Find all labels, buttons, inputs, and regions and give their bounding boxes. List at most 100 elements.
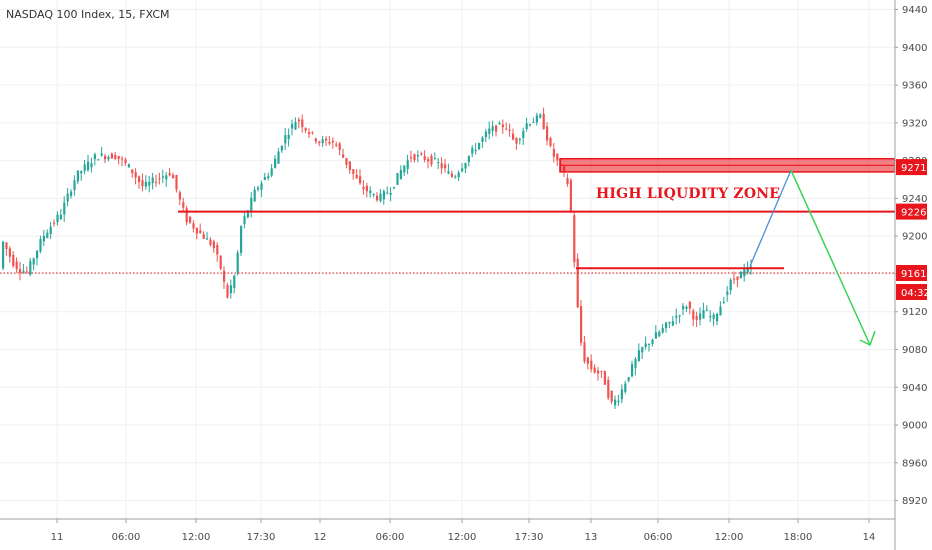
candle-body <box>372 193 375 195</box>
candle-body <box>437 162 440 164</box>
price-tick-label: 9200 <box>902 232 927 243</box>
candle-body <box>104 155 107 160</box>
candle-body <box>631 364 634 377</box>
price-tick-label: 9040 <box>902 383 927 394</box>
candle-body <box>233 275 236 289</box>
candle-body <box>355 174 358 179</box>
candle-body <box>236 252 239 273</box>
candle-body <box>403 165 406 173</box>
candle-body <box>5 242 8 250</box>
candle-body <box>192 223 195 229</box>
candle-body <box>36 250 39 259</box>
candle-body <box>325 138 328 141</box>
candle-body <box>488 128 491 134</box>
candle-body <box>209 239 212 245</box>
price-tick-label: 9400 <box>902 43 927 54</box>
candle-body <box>515 138 518 144</box>
candle-body <box>576 258 579 308</box>
candle-body <box>250 197 253 211</box>
candle-body <box>165 175 168 180</box>
candle-body <box>15 261 18 270</box>
candle-body <box>331 140 334 143</box>
candle-body <box>593 367 596 373</box>
candle-body <box>406 160 409 170</box>
candle-body <box>348 161 351 171</box>
candle-body <box>2 241 5 269</box>
candle-body <box>457 172 460 178</box>
time-tick-label: 17:30 <box>515 532 544 543</box>
candle-body <box>83 164 86 171</box>
resistance-price-flag <box>896 203 927 220</box>
candle-body <box>495 125 498 132</box>
candle-body <box>719 306 722 316</box>
candle-body <box>121 158 124 160</box>
candle-body <box>287 134 290 139</box>
candle-body <box>709 316 712 318</box>
candle-body <box>362 186 365 190</box>
candle-body <box>352 169 355 174</box>
candle-body <box>491 126 494 132</box>
zone-price-flag-label: 9271 <box>901 163 926 174</box>
candle-body <box>726 291 729 295</box>
candle-body <box>416 154 419 157</box>
candle-body <box>280 145 283 151</box>
candle-body <box>90 163 93 168</box>
candle-body <box>661 327 664 333</box>
candle-body <box>583 342 586 362</box>
candle-body <box>682 306 685 310</box>
candle-body <box>195 227 198 234</box>
candle-body <box>518 139 521 141</box>
time-tick-label: 06:00 <box>112 532 141 543</box>
time-tick-label: 13 <box>585 532 598 543</box>
time-tick-label: 12:00 <box>182 532 211 543</box>
zone-price-flag <box>896 159 927 176</box>
candle-body <box>427 159 430 162</box>
countdown-flag <box>896 283 927 300</box>
candle-body <box>138 176 141 182</box>
candle-body <box>291 123 294 129</box>
candlestick-series <box>2 107 753 409</box>
candle-body <box>464 163 467 169</box>
candle-body <box>168 173 171 176</box>
candle-body <box>671 321 674 326</box>
price-tick-label: 8920 <box>902 496 927 507</box>
candle-body <box>597 370 600 374</box>
candle-body <box>525 123 528 129</box>
candle-body <box>253 189 256 202</box>
candle-body <box>73 180 76 191</box>
candle-body <box>199 230 202 234</box>
candle-body <box>49 226 52 235</box>
candle-body <box>393 186 396 189</box>
candle-body <box>240 226 243 254</box>
candle-body <box>369 190 372 194</box>
candle-body <box>467 155 470 162</box>
candle-body <box>141 180 144 187</box>
candle-body <box>202 234 205 239</box>
candle-body <box>692 310 695 320</box>
candle-body <box>260 183 263 190</box>
candle-body <box>158 178 161 180</box>
candle-body <box>97 159 100 161</box>
candle-body <box>685 306 688 309</box>
candle-body <box>716 313 719 322</box>
candle-body <box>641 347 644 353</box>
candle-body <box>243 216 246 225</box>
candle-body <box>573 215 576 263</box>
candle-body <box>433 158 436 160</box>
candle-body <box>501 124 504 128</box>
candle-body <box>63 202 66 215</box>
candle-body <box>182 202 185 208</box>
candle-body <box>688 301 691 309</box>
candle-body <box>127 164 130 168</box>
candle-body <box>607 380 610 398</box>
candle-body <box>328 141 331 144</box>
candle-body <box>600 371 603 373</box>
candle-body <box>212 241 215 249</box>
candle-body <box>444 164 447 169</box>
candle-body <box>461 168 464 172</box>
candle-body <box>161 176 164 178</box>
candle-body <box>665 322 668 329</box>
candle-body <box>134 172 137 178</box>
time-tick-label: 18:00 <box>784 532 813 543</box>
